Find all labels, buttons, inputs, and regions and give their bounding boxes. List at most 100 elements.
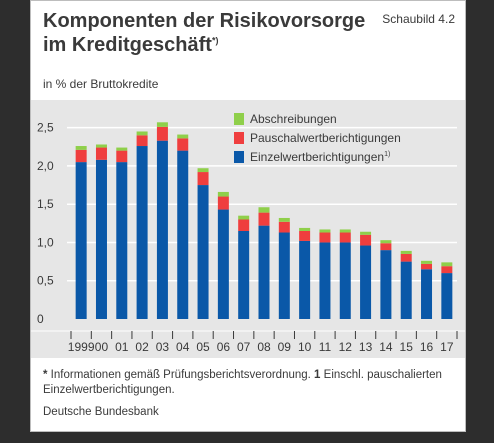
x-tick-label: 02 xyxy=(135,340,149,354)
bar-abschreibungen-13 xyxy=(360,231,372,235)
bar-pauschalwertberichtigungen-06 xyxy=(217,196,229,210)
bar-abschreibungen-14 xyxy=(380,240,392,244)
figure-card: Komponenten der Risikovorsorge im Kredit… xyxy=(30,0,466,432)
x-tick-label: 12 xyxy=(339,340,353,354)
bar-abschreibungen-07 xyxy=(238,215,250,220)
bar-abschreibungen-1999 xyxy=(75,146,87,150)
figure-label: Schaubild 4.2 xyxy=(382,12,455,26)
x-tick-label: 09 xyxy=(278,340,292,354)
bar-abschreibungen-10 xyxy=(299,227,311,231)
x-tick-label: 08 xyxy=(257,340,271,354)
bar-abschreibungen-05 xyxy=(197,168,209,173)
bar-abschreibungen-01 xyxy=(116,147,128,151)
legend-swatch-abschreibungen xyxy=(234,113,244,125)
bar-einzelwertberichtigungen-04 xyxy=(177,150,189,319)
bar-abschreibungen-11 xyxy=(319,229,331,233)
bar-einzelwertberichtigungen-13 xyxy=(360,245,372,319)
bar-einzelwertberichtigungen-16 xyxy=(421,269,433,319)
bar-abschreibungen-00 xyxy=(95,144,107,148)
legend-label-abschreibungen: Abschreibungen xyxy=(250,112,337,126)
bar-pauschalwertberichtigungen-14 xyxy=(380,243,392,251)
legend-swatch-einzelwertberichtigungen xyxy=(234,151,244,163)
bar-einzelwertberichtigungen-06 xyxy=(217,209,229,319)
bar-pauschalwertberichtigungen-16 xyxy=(421,263,433,270)
bar-abschreibungen-04 xyxy=(177,134,189,139)
bar-pauschalwertberichtigungen-09 xyxy=(278,221,290,233)
bar-einzelwertberichtigungen-01 xyxy=(116,162,128,319)
footnote: * Informationen gemäß Prüfungsberichtsve… xyxy=(43,368,457,398)
bar-einzelwertberichtigungen-14 xyxy=(380,250,392,319)
y-tick-label: 2,0 xyxy=(37,159,54,173)
x-tick-label: 10 xyxy=(298,340,312,354)
x-tick-label: 17 xyxy=(440,340,454,354)
bar-pauschalwertberichtigungen-04 xyxy=(177,138,189,151)
footnote-mark-2: 1 xyxy=(314,369,321,381)
bar-pauschalwertberichtigungen-15 xyxy=(400,253,412,262)
legend-label-pauschalwertberichtigungen: Pauschalwertberichtigungen xyxy=(250,131,401,145)
x-tick-label: 1999 xyxy=(68,340,95,354)
bar-einzelwertberichtigungen-12 xyxy=(339,242,351,319)
bar-pauschalwertberichtigungen-08 xyxy=(258,212,270,226)
bar-pauschalwertberichtigungen-1999 xyxy=(75,149,87,163)
y-tick-label: 1,5 xyxy=(37,197,54,211)
footnote-text-1: Informationen gemäß Prüfungsberichtsvero… xyxy=(47,369,315,381)
x-tick-label: 11 xyxy=(319,340,332,354)
x-tick-label: 01 xyxy=(115,340,129,354)
title-line-1: Komponenten der Risikovorsorge xyxy=(43,10,366,32)
title-footnote-mark: *) xyxy=(211,35,219,46)
x-tick-label: 07 xyxy=(237,340,251,354)
bar-einzelwertberichtigungen-1999 xyxy=(75,162,87,319)
source-label: Deutsche Bundesbank xyxy=(43,406,159,418)
legend-swatch-pauschalwertberichtigungen xyxy=(234,132,244,144)
bar-abschreibungen-02 xyxy=(136,131,148,136)
bar-einzelwertberichtigungen-11 xyxy=(319,242,331,319)
bar-abschreibungen-16 xyxy=(421,260,433,264)
bar-einzelwertberichtigungen-17 xyxy=(441,273,453,319)
y-tick-label: 1,0 xyxy=(37,235,54,249)
x-tick-label: 03 xyxy=(156,340,170,354)
bar-einzelwertberichtigungen-15 xyxy=(400,261,412,319)
bar-pauschalwertberichtigungen-13 xyxy=(360,234,372,246)
bar-pauschalwertberichtigungen-00 xyxy=(95,147,107,160)
bar-einzelwertberichtigungen-10 xyxy=(299,240,311,319)
title-line-2: im Kreditgeschäft xyxy=(43,34,212,56)
x-tick-label: 04 xyxy=(176,340,190,354)
bar-pauschalwertberichtigungen-05 xyxy=(197,172,209,186)
bar-abschreibungen-08 xyxy=(258,207,270,213)
bar-abschreibungen-17 xyxy=(441,262,453,267)
x-tick-label: 14 xyxy=(379,340,393,354)
bar-einzelwertberichtigungen-09 xyxy=(278,232,290,319)
x-tick-label: 00 xyxy=(95,340,109,354)
bar-pauschalwertberichtigungen-07 xyxy=(238,219,250,231)
bar-abschreibungen-03 xyxy=(156,122,168,127)
bar-pauschalwertberichtigungen-03 xyxy=(156,126,168,141)
bar-abschreibungen-15 xyxy=(400,250,412,254)
footnote-mark-1: * xyxy=(43,369,48,381)
y-tick-label: 0,5 xyxy=(37,274,54,288)
x-tick-label: 16 xyxy=(420,340,434,354)
bar-einzelwertberichtigungen-07 xyxy=(238,230,250,319)
bar-einzelwertberichtigungen-00 xyxy=(95,159,107,319)
plot-area: 0 0,5 1,0 1,5 2,0 2,5 1999 00 01 02 03 04 05 06 07 08 09… xyxy=(31,100,465,358)
bar-abschreibungen-09 xyxy=(278,217,290,222)
legend-label-einzelwertberichtigungen: Einzelwertberichtigungen1) xyxy=(250,150,390,164)
x-tick-label: 15 xyxy=(400,340,414,354)
x-tick-label: 05 xyxy=(196,340,210,354)
x-tick-label: 06 xyxy=(217,340,231,354)
y-tick-label: 0 xyxy=(37,312,44,326)
bar-pauschalwertberichtigungen-02 xyxy=(136,135,148,147)
y-tick-label: 2,5 xyxy=(37,121,54,135)
bar-pauschalwertberichtigungen-11 xyxy=(319,232,331,243)
footnote-text-2: Einschl. pauschalierten Einzelwertberich… xyxy=(43,369,442,396)
bar-abschreibungen-06 xyxy=(217,191,229,197)
stacked-bar-chart: 0 0,5 1,0 1,5 2,0 2,5 1999 00 01 02 03 04 05 06 07 08 09… xyxy=(31,112,465,354)
bar-pauschalwertberichtigungen-17 xyxy=(441,266,453,274)
bar-pauschalwertberichtigungen-01 xyxy=(116,150,128,163)
bar-einzelwertberichtigungen-08 xyxy=(258,225,270,319)
bar-einzelwertberichtigungen-03 xyxy=(156,140,168,319)
chart-title: Komponenten der Risikovorsorge im Kredit… xyxy=(43,9,365,57)
bar-pauschalwertberichtigungen-10 xyxy=(299,230,311,241)
bar-pauschalwertberichtigungen-12 xyxy=(339,232,351,243)
bar-einzelwertberichtigungen-05 xyxy=(197,185,209,319)
unit-label: in % der Bruttokredite xyxy=(43,77,159,91)
